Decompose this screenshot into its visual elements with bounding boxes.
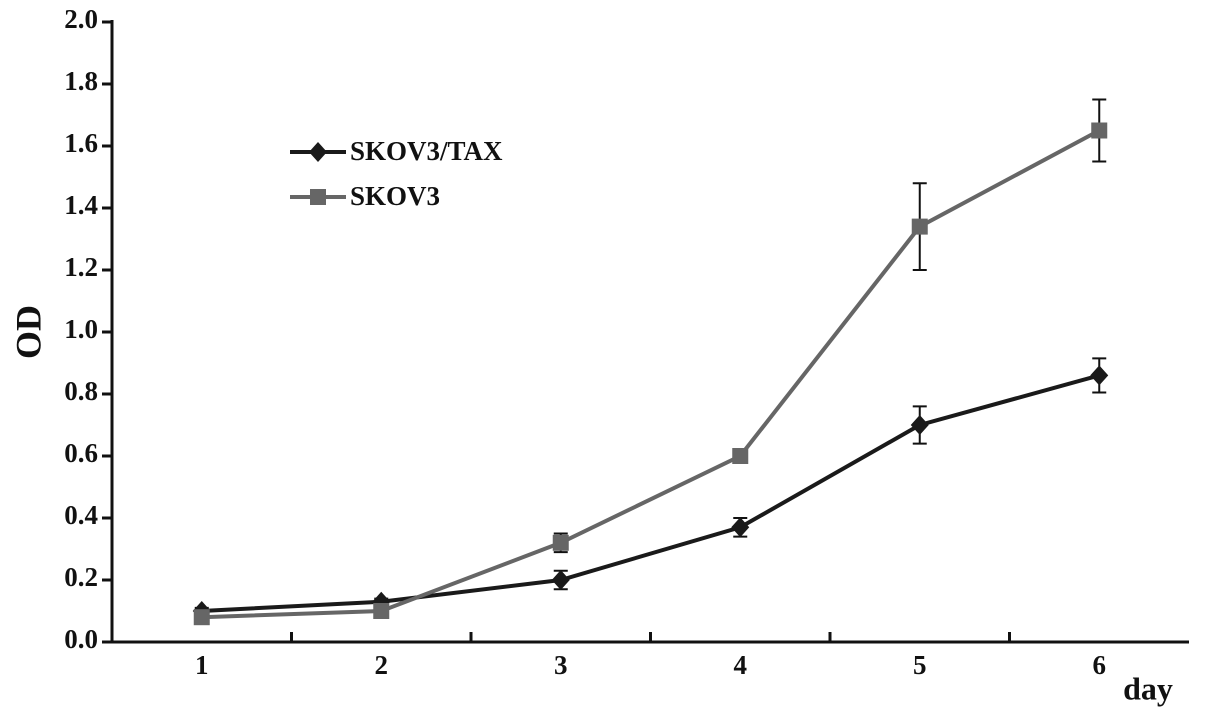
y-tick-label: 1.8	[64, 66, 98, 96]
y-tick-label: 0.4	[64, 500, 98, 530]
y-tick-label: 0.8	[64, 376, 98, 406]
data-point	[551, 570, 570, 590]
x-tick-label: 1	[195, 650, 209, 680]
y-tick-label: 2.0	[64, 4, 98, 34]
legend-label: SKOV3	[350, 181, 440, 211]
data-point	[193, 609, 210, 626]
x-tick-label: 6	[1093, 650, 1107, 680]
data-point	[910, 415, 929, 435]
data-point	[911, 218, 928, 235]
x-tick-label: 5	[913, 650, 927, 680]
data-point	[731, 517, 750, 538]
y-tick-label: 1.0	[64, 314, 98, 344]
x-tick-label: 2	[375, 650, 389, 680]
series-line	[201, 373, 1100, 613]
data-point	[552, 534, 569, 551]
legend-label: SKOV3/TAX	[350, 136, 503, 166]
x-tick-label: 4	[734, 650, 748, 680]
series-line	[201, 128, 1101, 620]
y-tick-label: 0.6	[64, 438, 98, 468]
x-tick-label: 3	[554, 650, 568, 680]
y-axis-label: OD	[8, 305, 48, 359]
legend-marker	[310, 189, 326, 205]
data-point	[373, 603, 390, 619]
y-tick-label: 0.2	[64, 562, 98, 592]
y-tick-label: 1.6	[64, 128, 98, 158]
y-tick-label: 1.2	[64, 252, 98, 282]
data-point	[1091, 122, 1108, 139]
legend-marker	[309, 142, 327, 162]
data-point	[1090, 365, 1109, 386]
x-axis-label: day	[1123, 670, 1173, 706]
y-tick-label: 0.0	[64, 624, 98, 654]
data-point	[732, 448, 749, 464]
y-tick-label: 1.4	[64, 190, 98, 220]
